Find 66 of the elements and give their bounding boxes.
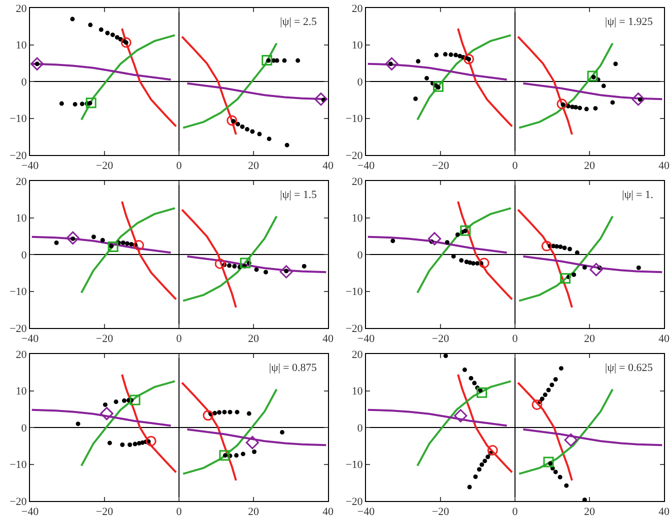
y-tick-label: −20 — [10, 496, 28, 508]
y-tick-label: 10 — [16, 40, 28, 52]
x-tick-label: −20 — [432, 506, 450, 518]
x-tick-label: 20 — [584, 506, 596, 518]
y-tick-label: 10 — [352, 386, 364, 398]
x-tick-label: 0 — [512, 333, 518, 346]
x-tick-label: 0 — [176, 333, 182, 346]
y-tick-label: 0 — [357, 422, 364, 434]
x-tick-label: 0 — [512, 506, 518, 518]
y-tick-label: −10 — [10, 459, 28, 472]
y-tick-label: 10 — [16, 212, 28, 225]
y-tick-label: 0 — [357, 76, 364, 88]
x-tick-label: −40 — [357, 506, 376, 518]
x-tick-label: −20 — [432, 160, 450, 172]
annotation: |ψ| = 0.625 — [605, 362, 654, 374]
annotation: |ψ| = 1.5 — [280, 189, 318, 201]
x-tick-label: −20 — [96, 506, 114, 518]
x-tick-label: −20 — [432, 333, 450, 346]
y-tick-label: −10 — [346, 113, 364, 126]
y-tick-label: −10 — [346, 286, 364, 298]
x-tick-label: 20 — [248, 160, 260, 172]
x-tick-label: 40 — [322, 333, 334, 346]
y-tick-label: −10 — [346, 459, 364, 472]
y-tick-label: 20 — [352, 176, 364, 188]
y-tick-label: −20 — [10, 150, 28, 162]
x-tick-label: −20 — [96, 333, 114, 346]
annotation: |ψ| = 1.925 — [605, 16, 654, 28]
y-tick-label: 20 — [352, 348, 364, 361]
x-tick-label: 20 — [584, 160, 596, 172]
y-tick-label: −10 — [10, 286, 28, 298]
y-tick-label: 20 — [16, 176, 28, 188]
x-tick-label: 40 — [322, 160, 334, 172]
y-tick-label: 0 — [21, 76, 28, 88]
x-tick-label: −40 — [21, 506, 40, 518]
x-tick-label: −40 — [357, 333, 376, 346]
annotation: |ψ| = 2.5 — [280, 16, 318, 28]
x-tick-label: 20 — [248, 333, 260, 346]
x-tick-label: 20 — [248, 506, 260, 518]
y-tick-label: 0 — [21, 249, 28, 262]
y-tick-label: −20 — [346, 496, 364, 508]
y-tick-label: 20 — [16, 348, 28, 361]
y-tick-label: 0 — [21, 422, 28, 434]
x-tick-label: 40 — [658, 506, 670, 518]
annotation: |ψ| = 1. — [622, 189, 654, 201]
y-tick-label: 0 — [357, 249, 364, 262]
x-tick-label: 0 — [176, 160, 182, 172]
y-tick-label: −20 — [10, 322, 28, 335]
y-tick-label: −20 — [346, 150, 364, 162]
x-tick-label: −40 — [21, 160, 40, 172]
x-tick-label: 0 — [176, 506, 182, 518]
y-tick-label: 10 — [16, 386, 28, 398]
annotation: |ψ| = 0.875 — [269, 362, 318, 374]
y-tick-label: 20 — [352, 2, 364, 15]
x-tick-label: 0 — [512, 160, 518, 172]
x-tick-label: 40 — [658, 333, 670, 346]
x-tick-label: 40 — [322, 506, 334, 518]
x-tick-label: −40 — [357, 160, 376, 172]
x-tick-label: −40 — [21, 333, 40, 346]
y-tick-label: 10 — [352, 212, 364, 225]
y-tick-label: −10 — [10, 113, 28, 126]
y-tick-label: −20 — [346, 322, 364, 335]
x-tick-label: −20 — [96, 160, 114, 172]
x-tick-label: 20 — [584, 333, 596, 346]
y-tick-label: 20 — [16, 2, 28, 15]
x-tick-label: 40 — [658, 160, 670, 172]
y-tick-label: 10 — [352, 40, 364, 52]
